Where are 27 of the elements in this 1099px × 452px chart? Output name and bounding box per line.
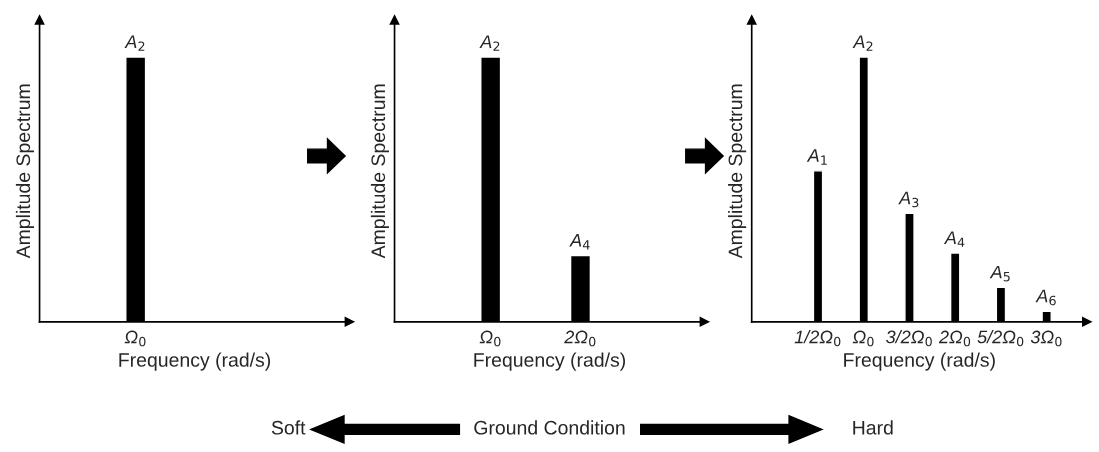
annotation: A$_{3}$ <box>898 191 919 208</box>
x-axis-title: Frequency (rad/s) <box>844 352 995 371</box>
text: Hard <box>853 420 893 435</box>
annotation: A$_{5}$ <box>989 265 1010 282</box>
y-axis-title: Amplitude Spectrum <box>370 84 389 259</box>
x-tick-label: 5/2Ω$_{0}$ <box>977 330 1024 347</box>
x-tick-label: 2Ω$_{0}$ <box>564 330 596 347</box>
x-tick-label: 1/2Ω$_{0}$ <box>794 330 841 347</box>
annotation: A$_{4}$ <box>943 231 965 247</box>
x-tick-label: 3/2Ω$_{0}$ <box>886 330 932 347</box>
annotation: A$_{6}$ <box>1035 289 1056 306</box>
annotation: A$_{2}$ <box>479 35 500 51</box>
x-tick-label: Ω$_{0}$ <box>479 330 501 347</box>
x-tick-label: 3Ω$_{0}$ <box>1030 330 1062 347</box>
text: Soft <box>271 420 306 435</box>
annotation: A$_{2}$ <box>124 35 145 51</box>
annotation: A$_{1}$ <box>806 149 827 165</box>
annotation: A$_{2}$ <box>852 35 873 51</box>
y-axis-title: Amplitude Spectrum <box>15 84 35 259</box>
text: Ground Condition <box>474 420 625 435</box>
x-axis-title: Frequency (rad/s) <box>474 352 626 371</box>
y-axis-title: Amplitude Spectrum <box>728 84 747 259</box>
x-axis-title: Frequency (rad/s) <box>119 352 271 371</box>
x-tick-label: 2Ω$_{0}$ <box>938 330 971 347</box>
x-tick-label: Ω$_{0}$ <box>852 330 874 347</box>
annotation: A$_{4}$ <box>569 234 590 250</box>
x-tick-label: Ω$_{0}$ <box>124 330 146 347</box>
